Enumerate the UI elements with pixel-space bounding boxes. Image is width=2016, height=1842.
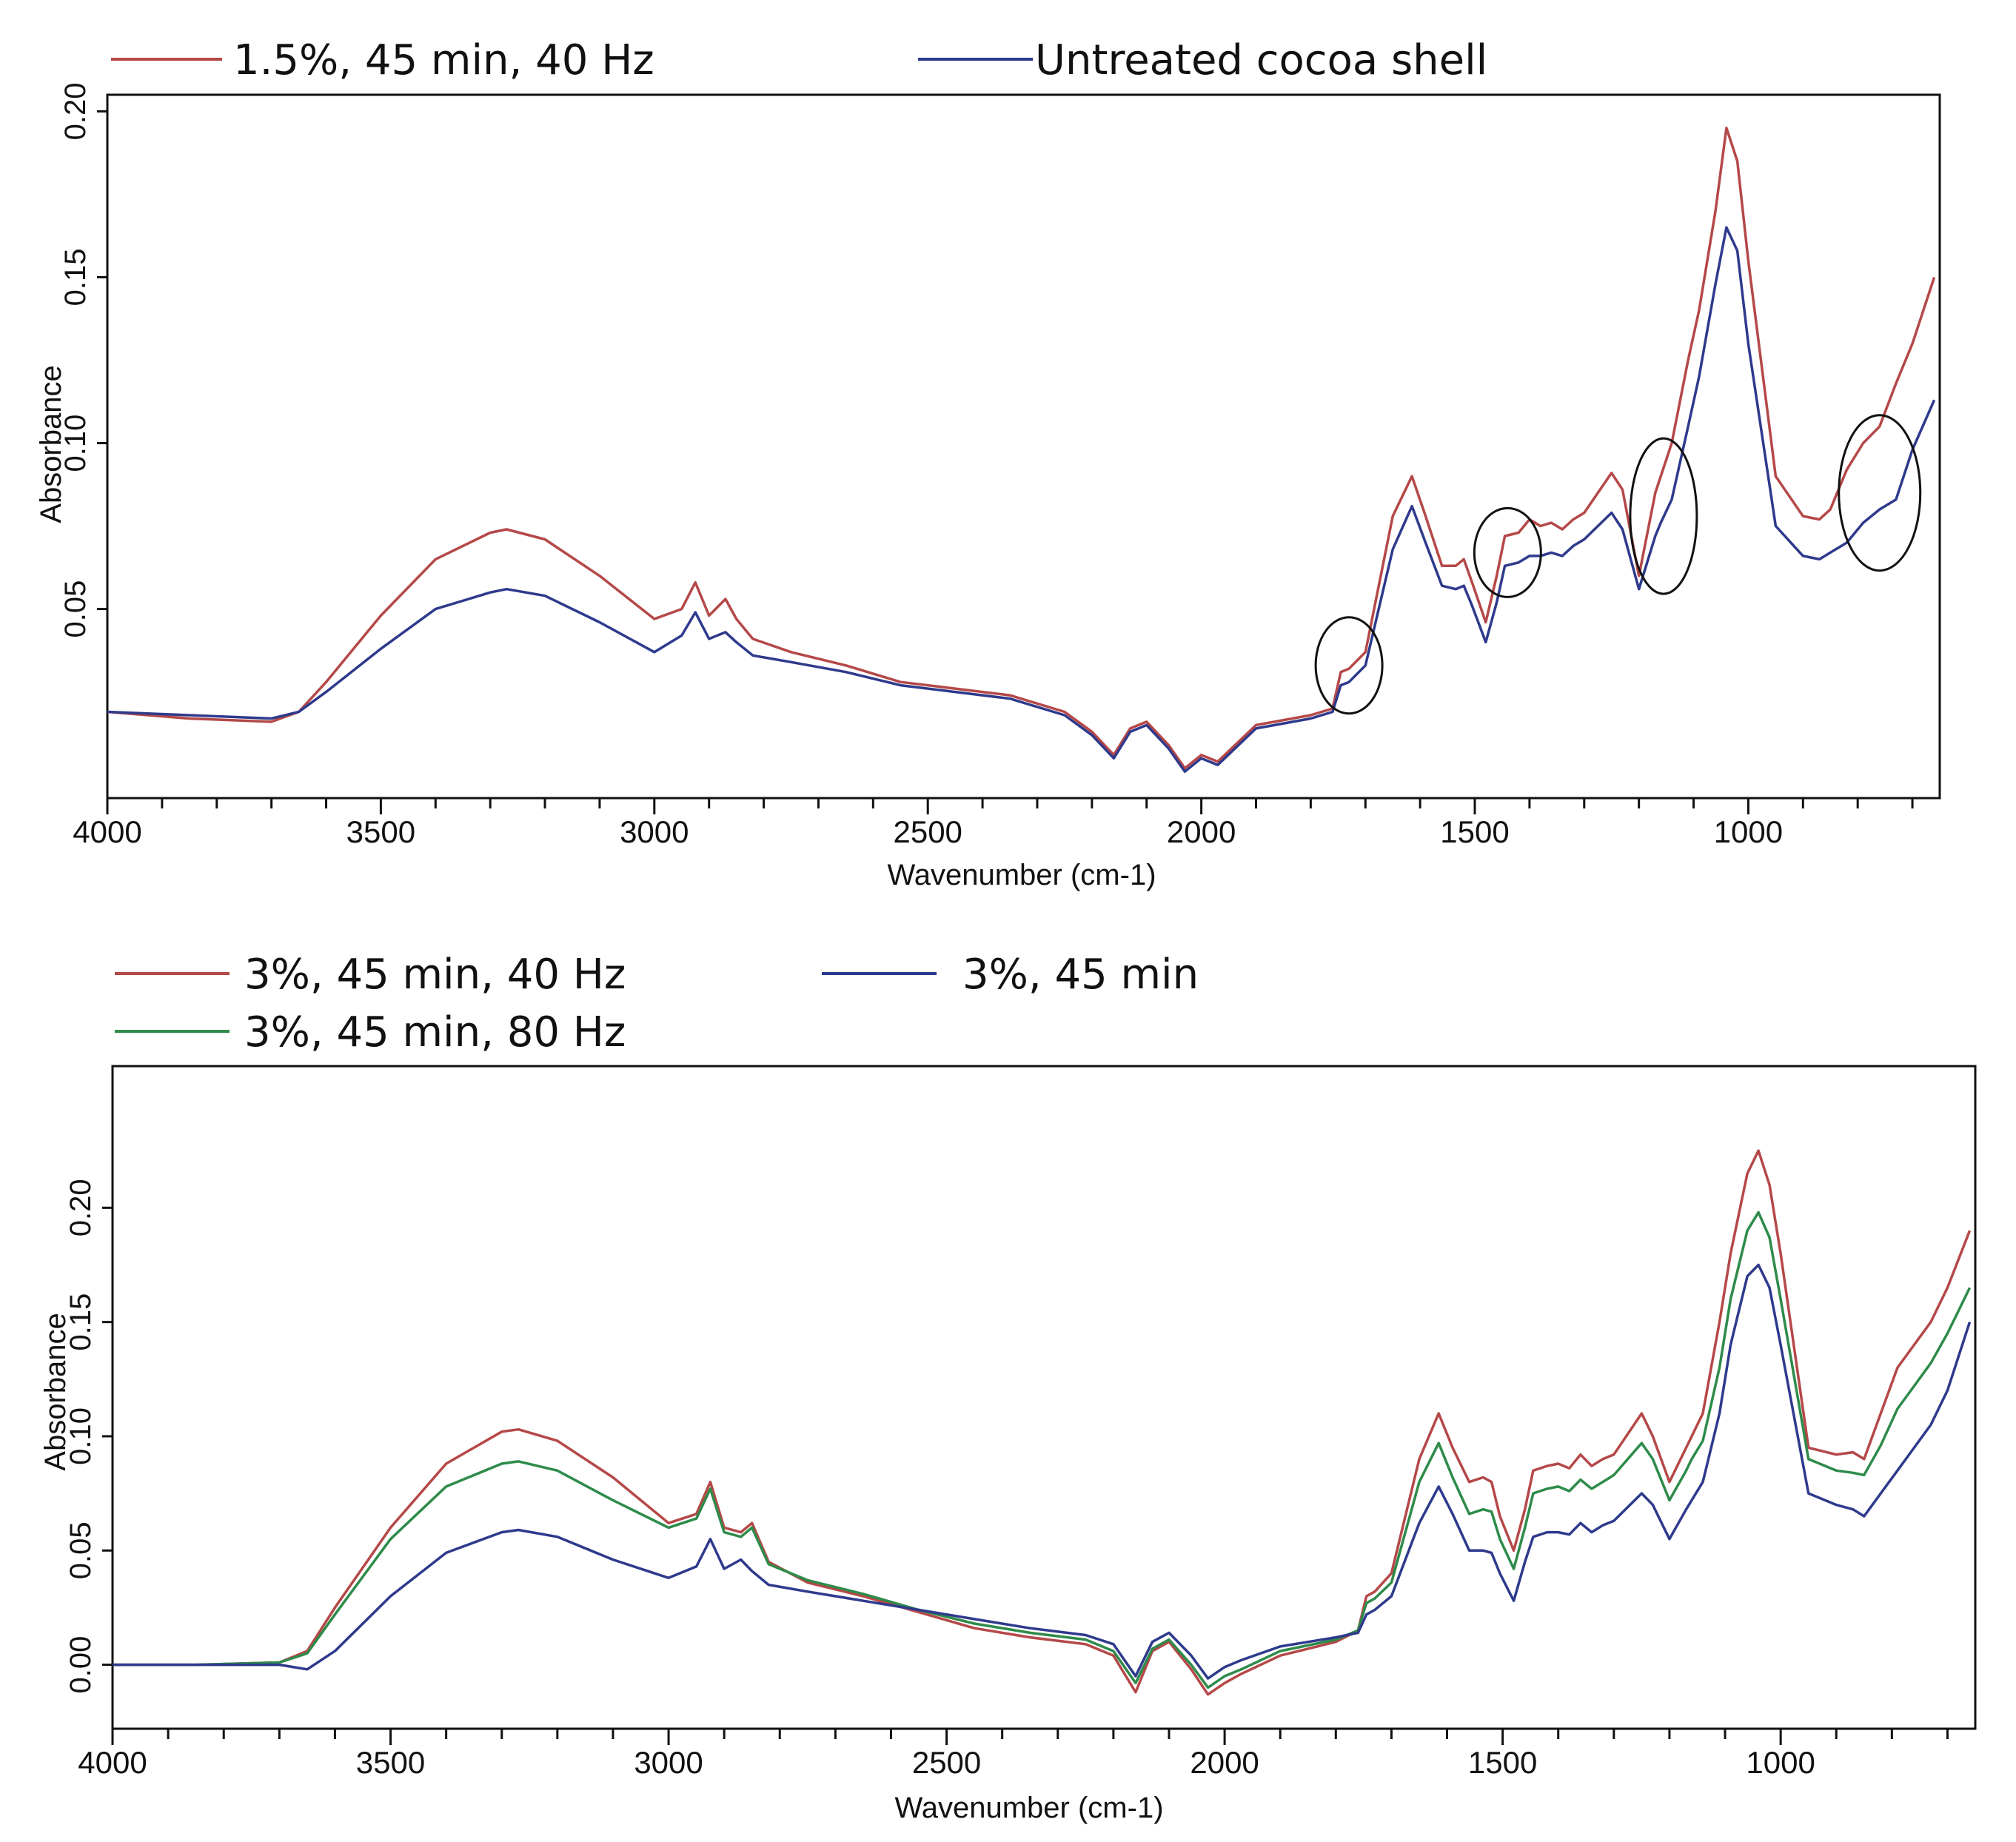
x-tick-label-top: 1500 <box>1440 814 1509 849</box>
series-line-bottom-0 <box>113 1149 1972 1696</box>
y-tick-label-bottom: 0.05 <box>64 1521 97 1579</box>
annotation-ellipse-2 <box>1629 437 1698 595</box>
x-tick-label-top: 2000 <box>1167 814 1236 849</box>
x-tick-label-top: 3500 <box>346 814 415 849</box>
x-tick-label-bottom: 3500 <box>356 1745 425 1780</box>
x-axis-label-bottom: Wavenumber (cm-1) <box>894 1792 1163 1824</box>
y-axis-top: 0.05 0.10 0.15 0.20 <box>59 82 107 638</box>
legend-label-top-1: Untreated cocoa shell <box>1035 36 1487 84</box>
chart-bottom-legend: 3%, 45 min, 40 Hz 3%, 45 min 3%, 45 min,… <box>115 951 1199 1056</box>
legend-label-bottom-2: 3%, 45 min, 80 Hz <box>244 1008 626 1056</box>
x-tick-label-top: 1000 <box>1714 814 1783 849</box>
x-tick-label-top: 3000 <box>620 814 689 849</box>
chart-top-legend: 1.5%, 45 min, 40 Hz Untreated cocoa shel… <box>111 36 1487 84</box>
y-tick-label-bottom: 0.00 <box>64 1636 97 1694</box>
x-axis-label-top: Wavenumber (cm-1) <box>887 859 1156 891</box>
plot-area-bottom <box>111 1065 1977 1730</box>
x-tick-label-bottom: 4000 <box>78 1745 147 1780</box>
series-line-top-1 <box>107 226 1936 773</box>
x-tick-label-bottom: 1500 <box>1468 1745 1537 1780</box>
y-tick-label-bottom: 0.10 <box>64 1407 97 1465</box>
series-top <box>107 127 1936 773</box>
y-axis-label-top: Absorbance <box>35 365 67 523</box>
y-tick-label-bottom: 0.15 <box>64 1293 97 1351</box>
y-tick-label-top: 0.05 <box>59 580 92 638</box>
x-tick-label-bottom: 1000 <box>1746 1745 1815 1780</box>
annotation-ellipse-3 <box>1838 414 1922 572</box>
y-axis-bottom: 0.00 0.05 0.10 0.15 0.20 <box>64 1179 113 1694</box>
annotation-ellipse-0 <box>1314 616 1384 715</box>
chart-bottom: 3%, 45 min, 40 Hz 3%, 45 min 3%, 45 min,… <box>39 951 1977 1824</box>
series-line-bottom-1 <box>113 1210 1972 1689</box>
annotations-top <box>1314 414 1922 715</box>
x-tick-label-top: 4000 <box>73 814 141 849</box>
x-tick-label-top: 2500 <box>893 814 962 849</box>
legend-label-bottom-0: 3%, 45 min, 40 Hz <box>244 951 626 999</box>
y-axis-label-bottom: Absorbance <box>39 1313 72 1470</box>
y-tick-label-bottom: 0.20 <box>64 1179 97 1236</box>
plot-area-top <box>106 93 1941 800</box>
x-tick-label-bottom: 2500 <box>912 1745 981 1780</box>
x-tick-label-bottom: 2000 <box>1190 1745 1259 1780</box>
x-axis-top: 4000 3500 3000 2500 2000 1500 1000 <box>73 798 1914 849</box>
y-tick-label-top: 0.20 <box>59 82 92 140</box>
x-axis-bottom: 4000 3500 3000 2500 2000 1500 1000 <box>78 1729 1949 1780</box>
legend-label-bottom-1: 3%, 45 min <box>962 951 1199 999</box>
series-bottom <box>113 1149 1972 1696</box>
legend-label-top-0: 1.5%, 45 min, 40 Hz <box>233 36 654 84</box>
annotation-ellipse-1 <box>1473 506 1542 598</box>
chart-top: 1.5%, 45 min, 40 Hz Untreated cocoa shel… <box>35 36 1941 891</box>
x-tick-label-bottom: 3000 <box>634 1745 703 1780</box>
y-tick-label-top: 0.15 <box>59 249 92 307</box>
series-line-bottom-2 <box>113 1263 1972 1680</box>
series-line-top-0 <box>107 127 1936 770</box>
y-tick-label-top: 0.10 <box>59 415 92 472</box>
